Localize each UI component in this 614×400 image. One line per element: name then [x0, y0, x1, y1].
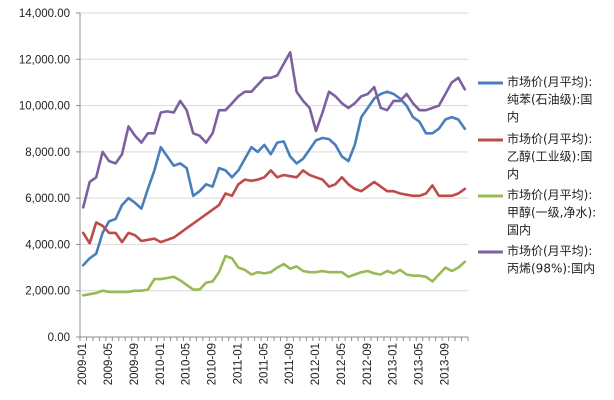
x-tick-label: 2010-09	[207, 343, 219, 385]
x-tick-label: 2011-09	[284, 343, 296, 384]
legend-label-line: 市场价(月平均):	[507, 74, 592, 89]
legend-item-2: 市场价(月平均): 乙醇(工业级):国内	[478, 131, 592, 181]
y-tick-label: 10,000.00	[19, 101, 70, 113]
legend-item-1: 市场价(月平均): 纯苯(石油级):国内	[478, 74, 592, 124]
y-tick-label: 12,000.00	[19, 54, 70, 66]
legend-label-line: 国内	[507, 223, 531, 237]
x-tick-label: 2010-01	[155, 343, 167, 385]
y-tick-label: 0.00	[48, 332, 70, 344]
legend-label-line: 市场价(月平均):	[507, 187, 592, 202]
legend-label-line: 乙醇(工业级):国	[507, 149, 592, 164]
gridlines	[80, 12, 468, 292]
legend-label-line: 市场价(月平均):	[507, 243, 592, 258]
x-tick-label: 2009-05	[103, 343, 115, 385]
x-tick-label: 2010-05	[181, 343, 193, 385]
y-tick-label: 4,000.00	[25, 239, 70, 251]
legend-label-line: 内	[507, 110, 519, 124]
x-tick-label: 2011-01	[232, 343, 244, 384]
legend-label-line: 市场价(月平均):	[507, 131, 592, 146]
x-tick-label: 2012-01	[310, 343, 322, 385]
x-tick-label: 2009-01	[77, 343, 89, 385]
x-tick-label: 2013-01	[388, 343, 400, 385]
y-tick-label: 6,000.00	[25, 193, 70, 205]
x-tick-label: 2013-05	[414, 343, 426, 385]
legend-item-3: 市场价(月平均): 甲醇(一级,净水): 国内	[478, 187, 596, 237]
series-line-4	[81, 50, 467, 209]
x-tick-label: 2012-05	[336, 343, 348, 385]
y-tick-label: 2,000.00	[25, 286, 70, 298]
series-line-2	[81, 169, 467, 245]
data-series	[81, 50, 467, 297]
x-axis-ticks: 2009-01 2009-05 2009-09 2010-01 2010-05 2010-…	[77, 337, 469, 385]
x-tick-label: 2012-09	[362, 343, 374, 385]
legend-label-line: 纯苯(石油级):国	[507, 93, 592, 107]
legend-label-line: 内	[507, 167, 519, 181]
x-tick-label: 2013-09	[439, 343, 451, 385]
y-axis-ticks: 0.00 2,000.00 4,000.00 6,000.00 8,000.00 10,0…	[19, 8, 80, 344]
legend: 市场价(月平均):纯苯(石油级):国内市场价(月平均):乙醇(工业级):国内市场…	[478, 74, 596, 276]
legend-item-4: 市场价(月平均): 丙烯(98%):国内	[478, 243, 595, 276]
x-tick-label: 2011-05	[258, 343, 270, 384]
y-tick-label: 8,000.00	[25, 147, 70, 159]
legend-label-line: 丙烯(98%):国内	[507, 262, 595, 276]
y-tick-label: 14,000.00	[19, 8, 70, 20]
series-line-3	[81, 254, 467, 297]
x-tick-label: 2009-09	[129, 343, 141, 385]
legend-label-line: 甲醇(一级,净水):	[507, 205, 596, 220]
